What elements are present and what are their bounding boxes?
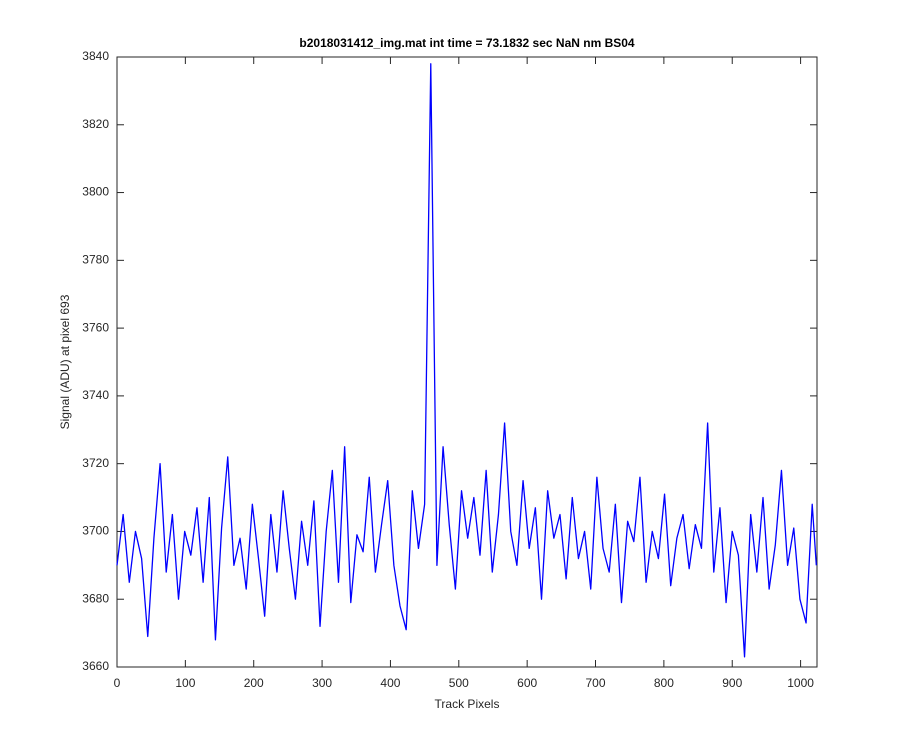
x-tick-label: 900 — [722, 676, 742, 690]
x-tick-label: 400 — [380, 676, 400, 690]
y-tick-label: 3700 — [82, 524, 109, 538]
y-tick-label: 3840 — [82, 49, 109, 63]
y-tick-label: 3780 — [82, 253, 109, 267]
data-line — [116, 63, 817, 658]
x-tick-label: 800 — [654, 676, 674, 690]
y-tick-label: 3720 — [82, 456, 109, 470]
x-axis-label: Track Pixels — [435, 697, 500, 711]
x-tick-label: 600 — [517, 676, 537, 690]
y-tick-label: 3760 — [82, 320, 109, 334]
y-axis-label: Signal (ADU) at pixel 693 — [58, 294, 72, 429]
y-tick-label: 3660 — [82, 659, 109, 673]
y-tick-label: 3680 — [82, 591, 109, 605]
x-tick-label: 300 — [312, 676, 332, 690]
y-tick-label: 3740 — [82, 388, 109, 402]
x-tick-label: 200 — [244, 676, 264, 690]
x-tick-label: 700 — [586, 676, 606, 690]
x-tick-label: 1000 — [787, 676, 814, 690]
x-tick-label: 0 — [114, 676, 121, 690]
x-tick-label: 500 — [449, 676, 469, 690]
chart-title: b2018031412_img.mat int time = 73.1832 s… — [299, 36, 635, 50]
axes-box — [116, 56, 818, 668]
y-tick-label: 3800 — [82, 185, 109, 199]
y-tick-label: 3820 — [82, 117, 109, 131]
x-tick-label: 100 — [175, 676, 195, 690]
